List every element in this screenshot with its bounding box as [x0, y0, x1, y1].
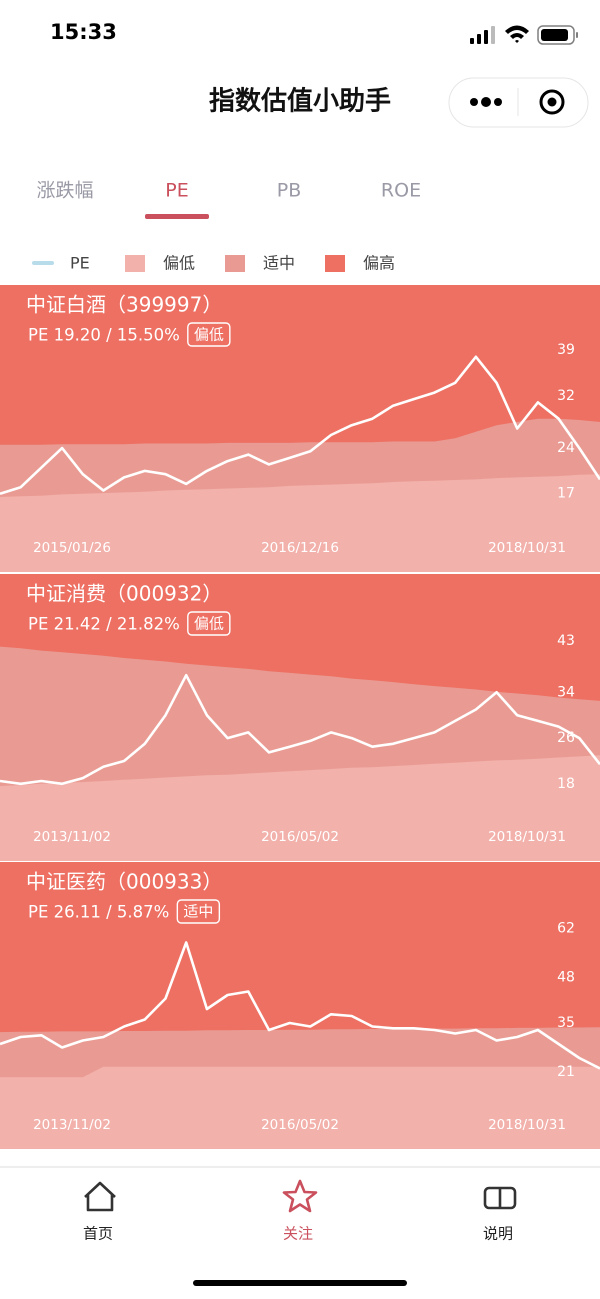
y-tick-label: 21 — [557, 1064, 575, 1080]
badge-frame — [176, 899, 221, 924]
legend-swatch — [125, 255, 145, 272]
tab[interactable]: 涨跌幅 — [36, 180, 93, 202]
status-badge: 偏低 — [194, 615, 224, 633]
status-icons — [470, 25, 578, 45]
y-tick-label: 24 — [557, 440, 575, 456]
y-tick-label: 17 — [557, 486, 575, 502]
low-zone — [0, 1066, 600, 1149]
x-label: 2016/05/02 — [261, 829, 339, 845]
chart-title: 中证白酒（399997） — [26, 293, 222, 317]
tabs: 涨跌幅 PE PB ROE — [36, 180, 421, 202]
page-title: 指数估值小助手 — [209, 87, 391, 117]
legend-label: 偏低 — [163, 254, 195, 273]
y-tick-label: 35 — [557, 1015, 575, 1031]
y-tick-label: 43 — [557, 633, 575, 649]
nav-label[interactable]: 说明 — [483, 1225, 513, 1243]
home-indicator — [193, 1280, 407, 1286]
capsule[interactable] — [448, 77, 589, 128]
pe-line — [0, 941, 600, 1070]
y-tick-label: 18 — [557, 776, 575, 792]
x-label: 2013/11/02 — [33, 829, 111, 845]
legend-label: PE — [70, 254, 90, 273]
x-label: 2016/12/16 — [261, 540, 339, 556]
x-label: 2018/10/31 — [488, 1117, 566, 1133]
legend-label: 偏高 — [363, 254, 395, 273]
y-tick-label: 26 — [557, 730, 575, 746]
nav: 首页 关注 说明 — [83, 1225, 513, 1243]
chart-panel: 17 24 32 39 2015/01/26 2016/12/16 2018/10/31 中证… — [0, 285, 600, 572]
chart-panel: 18 26 34 43 2013/11/02 2016/05/02 2018/10/31 中证… — [0, 574, 600, 861]
status-badge: 偏低 — [194, 326, 224, 344]
legend: PE 偏低 适中 偏高 — [32, 254, 395, 273]
badge-frame — [187, 322, 231, 347]
x-label: 2018/10/31 — [488, 540, 566, 556]
x-label: 2018/10/31 — [488, 829, 566, 845]
badge-frame — [187, 611, 231, 636]
tab[interactable]: PB — [277, 180, 302, 202]
low-zone — [0, 474, 600, 572]
tab[interactable]: ROE — [381, 180, 421, 202]
legend-swatch — [32, 261, 54, 265]
chart-title: 中证医药（000933） — [26, 870, 222, 894]
y-tick-label: 62 — [557, 921, 575, 937]
legend-label: 适中 — [263, 254, 295, 273]
x-label: 2013/11/02 — [33, 1117, 111, 1133]
legend-swatch — [325, 255, 345, 272]
chart-subtitle: PE 26.11 / 5.87% — [28, 903, 169, 922]
status-time: 15:33 — [50, 20, 117, 44]
y-tick-label: 39 — [557, 342, 575, 358]
status-badge: 适中 — [183, 903, 213, 921]
nav-icons — [84, 1179, 517, 1213]
nav-label[interactable]: 关注 — [283, 1225, 313, 1243]
x-label: 2015/01/26 — [33, 540, 111, 556]
chart-title: 中证消费（000932） — [26, 582, 222, 606]
pe-line — [0, 673, 600, 786]
chart-subtitle: PE 19.20 / 15.50% — [28, 326, 180, 345]
pe-line — [0, 355, 600, 495]
tab-underline — [145, 214, 209, 219]
charts: 17 24 32 39 2015/01/26 2016/12/16 2018/10/31 中证… — [0, 285, 600, 1149]
nav-label[interactable]: 首页 — [83, 1225, 113, 1243]
y-tick-label: 32 — [557, 388, 575, 404]
x-label: 2016/05/02 — [261, 1117, 339, 1133]
chart-panel: 21 35 48 62 2013/11/02 2016/05/02 2018/10/31 中证… — [0, 862, 600, 1149]
tab[interactable]: PE — [165, 180, 188, 202]
chart-subtitle: PE 21.42 / 21.82% — [28, 615, 180, 634]
low-zone — [0, 755, 600, 861]
y-tick-label: 48 — [557, 970, 575, 986]
y-tick-label: 34 — [557, 684, 575, 700]
legend-swatch — [225, 255, 245, 272]
